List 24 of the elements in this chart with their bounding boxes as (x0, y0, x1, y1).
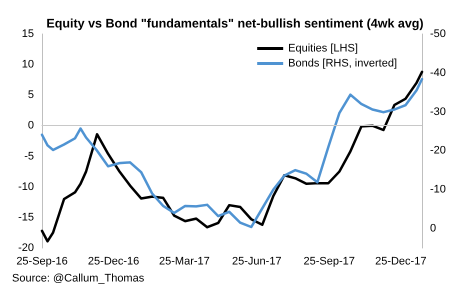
y-tick-label: 5 (28, 89, 34, 102)
y-tick-label: 0 (28, 120, 34, 132)
y-tick-label: 15 (22, 28, 34, 40)
y2-tick-label: 0 (430, 222, 436, 235)
x-tick-label: 25-Jun-17 (232, 256, 282, 268)
y-tick-label: 10 (22, 58, 34, 71)
y-tick-label: -5 (24, 150, 34, 162)
source-note: Source: @Callum_Thomas (12, 272, 145, 284)
x-tick-label: 25-Dec-16 (88, 256, 140, 268)
legend-label: Bonds [RHS, inverted] (288, 58, 398, 70)
y2-tick-label: -40 (430, 66, 446, 79)
legend-label: Equities [LHS] (288, 42, 358, 54)
y-tick-label: -20 (18, 242, 34, 254)
y2-tick-label: -50 (430, 28, 446, 40)
chart-title: Equity vs Bond "fundamentals" net-bullish sentiment (4wk avg) (46, 16, 424, 30)
y2-tick-label: -20 (430, 144, 446, 157)
x-tick-label: 25-Sep-17 (303, 256, 355, 268)
y2-tick-label: -10 (430, 184, 446, 196)
y2-tick-label: -30 (430, 106, 446, 118)
x-tick-label: 25-Sep-16 (16, 256, 68, 268)
x-tick-label: 25-Mar-17 (159, 256, 210, 268)
y-tick-label: -10 (18, 180, 34, 193)
y-tick-label: -15 (18, 211, 34, 224)
x-tick-label: 25-Dec-17 (375, 256, 426, 268)
